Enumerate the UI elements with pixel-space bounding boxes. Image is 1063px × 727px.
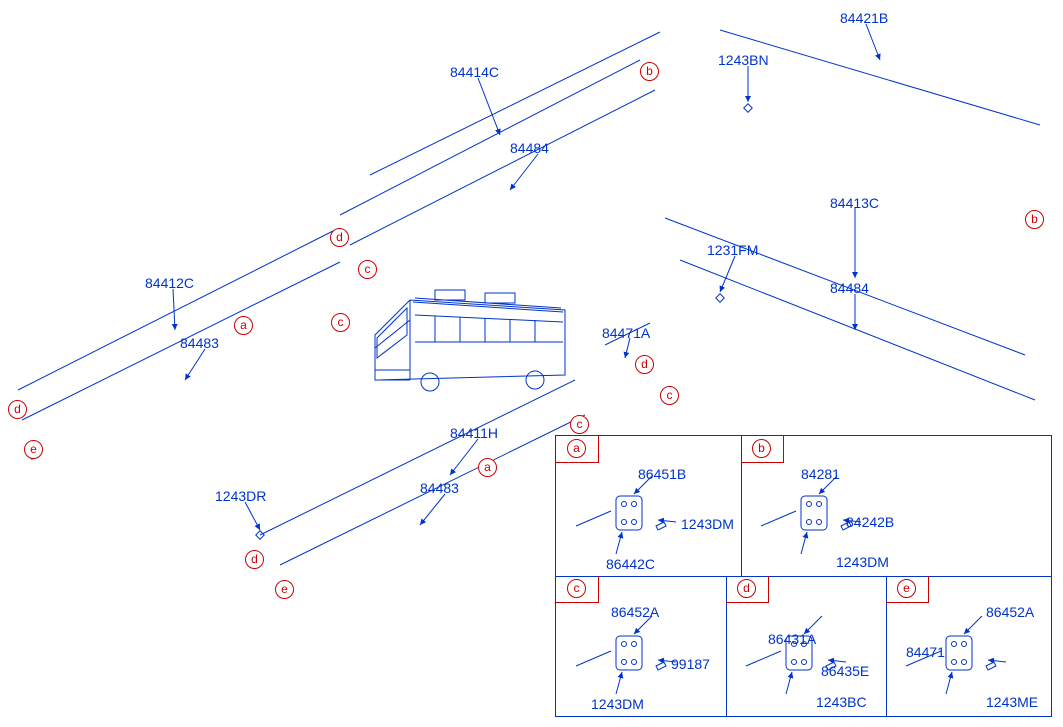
ref-circle-rd3: d <box>635 355 654 374</box>
detail-a-label-2[interactable]: 86442C <box>606 556 655 572</box>
ref-circle-ra1: a <box>234 316 253 335</box>
ref-circle-rb2: b <box>1025 210 1044 229</box>
detail-b-label-2[interactable]: 1243DM <box>836 554 889 570</box>
detail-cell-b: b 84281 84242B 1243DM <box>741 436 1051 576</box>
ref-circle-rc4: c <box>570 415 589 434</box>
ref-circle-rc1: c <box>358 260 377 279</box>
detail-c-label-1[interactable]: 99187 <box>671 656 710 672</box>
detail-header-c: c <box>567 579 586 598</box>
partnum-84483b[interactable]: 84483 <box>420 480 459 496</box>
bus-illustration <box>365 280 575 420</box>
partnum-1243BN[interactable]: 1243BN <box>718 52 769 68</box>
detail-header-a: a <box>567 439 586 458</box>
detail-header-d: d <box>737 579 756 598</box>
partnum-84421B[interactable]: 84421B <box>840 10 888 26</box>
detail-cell-c: c 86452A 99187 1243DM <box>556 576 727 716</box>
partnum-1243DR[interactable]: 1243DR <box>215 488 266 504</box>
ref-circle-ra2: a <box>478 458 497 477</box>
detail-e-label-2[interactable]: 1243ME <box>986 694 1038 710</box>
detail-cell-e: e 86452A 84471 1243ME <box>886 576 1051 716</box>
ref-circle-rc2: c <box>331 313 350 332</box>
detail-d-label-1[interactable]: 86435E <box>821 663 869 679</box>
detail-b-label-0[interactable]: 84281 <box>801 466 840 482</box>
detail-e-label-1[interactable]: 84471 <box>906 644 945 660</box>
detail-c-label-0[interactable]: 86452A <box>611 604 659 620</box>
ref-circle-rd1: d <box>330 228 349 247</box>
detail-d-label-2[interactable]: 1243BC <box>816 694 867 710</box>
detail-a-label-0[interactable]: 86451B <box>638 466 686 482</box>
ref-circle-re2: e <box>275 580 294 599</box>
detail-panel: a 86451B 1243DM 86442C b 84281 84242B 1243DM c 8… <box>555 435 1052 717</box>
partnum-84414C[interactable]: 84414C <box>450 64 499 80</box>
detail-cell-a: a 86451B 1243DM 86442C <box>556 436 742 576</box>
partnum-84413C[interactable]: 84413C <box>830 195 879 211</box>
detail-header-b: b <box>752 439 771 458</box>
ref-circle-rb1: b <box>640 62 659 81</box>
partnum-84471A[interactable]: 84471A <box>602 325 650 341</box>
partnum-84412C[interactable]: 84412C <box>145 275 194 291</box>
detail-d-label-0[interactable]: 86431A <box>768 631 816 647</box>
partnum-84484a[interactable]: 84484 <box>510 140 549 156</box>
detail-c-label-2[interactable]: 1243DM <box>591 696 644 712</box>
partnum-84483a[interactable]: 84483 <box>180 335 219 351</box>
ref-circle-re1: e <box>24 440 43 459</box>
ref-circle-rd4: d <box>245 550 264 569</box>
detail-e-label-0[interactable]: 86452A <box>986 604 1034 620</box>
partnum-84484b[interactable]: 84484 <box>830 280 869 296</box>
detail-header-e: e <box>897 579 916 598</box>
partnum-1231FM[interactable]: 1231FM <box>707 242 758 258</box>
ref-circle-rc3: c <box>660 386 679 405</box>
detail-b-label-1[interactable]: 84242B <box>846 514 894 530</box>
detail-a-label-1[interactable]: 1243DM <box>681 516 734 532</box>
detail-cell-d: d 86431A 86435E 1243BC <box>726 576 887 716</box>
partnum-84411H[interactable]: 84411H <box>450 425 498 441</box>
ref-circle-rd2: d <box>8 400 27 419</box>
